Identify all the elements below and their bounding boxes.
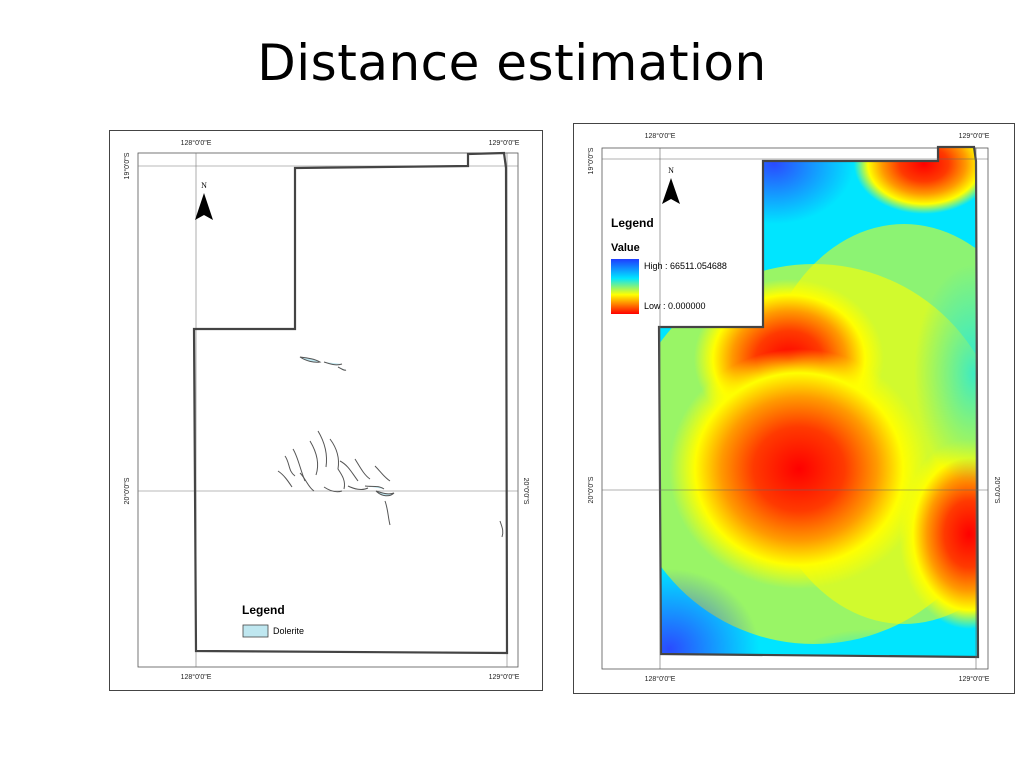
dolerite-lines	[277, 430, 504, 538]
lat-label-left-top: 19°0'0"S	[123, 152, 131, 179]
north-label: N	[201, 181, 207, 190]
slide-title: Distance estimation	[257, 34, 767, 92]
legend-swatch-dolerite	[242, 624, 269, 638]
lat-label-left-mid: 20°0'0"S	[587, 476, 595, 503]
north-arrow-icon	[662, 178, 680, 204]
study-area-boundary	[657, 145, 980, 659]
legend-title: Legend	[242, 603, 285, 617]
legend-high-label: High : 66511.054688	[644, 261, 727, 271]
dolerite-outcrops	[299, 356, 395, 526]
lon-label-bottom-right: 129°0'0"E	[959, 675, 990, 683]
lon-label-bottom-right: 129°0'0"E	[489, 673, 520, 681]
lat-label-right-mid: 20°0'0"S	[993, 477, 1001, 504]
north-label: N	[668, 166, 674, 175]
distance-map-canvas: N Legend Value High : 66511.054688 Low :…	[587, 132, 1001, 683]
lat-label-right-mid: 20°0'0"S	[522, 478, 530, 505]
legend-low-label: Low : 0.000000	[644, 301, 706, 311]
study-area-boundary	[192, 151, 509, 655]
lon-label-top-left: 128°0'0"E	[645, 132, 676, 140]
legend-value-label: Value	[611, 242, 640, 254]
legend-title: Legend	[611, 216, 654, 230]
lat-label-left-mid: 20°0'0"S	[123, 477, 131, 504]
dolerite-map-canvas: N 128°0'0"E 129°0'0"E 128°0'0"E 129°0'0"…	[123, 139, 530, 681]
map-neatline	[601, 147, 989, 670]
dolerite-map: N 128°0'0"E 129°0'0"E 128°0'0"E 129°0'0"…	[109, 130, 543, 691]
lon-label-top-right: 129°0'0"E	[959, 132, 990, 140]
distance-raster	[659, 147, 978, 657]
lon-label-bottom-left: 128°0'0"E	[645, 675, 676, 683]
legend-label-dolerite: Dolerite	[273, 626, 304, 636]
lon-label-top-right: 129°0'0"E	[489, 139, 520, 147]
lon-label-bottom-left: 128°0'0"E	[181, 673, 212, 681]
lat-label-left-top: 19°0'0"S	[587, 147, 595, 174]
map-neatline	[137, 152, 519, 668]
distance-map: N Legend Value High : 66511.054688 Low :…	[573, 123, 1015, 694]
lon-label-top-left: 128°0'0"E	[181, 139, 212, 147]
north-arrow-icon	[195, 193, 213, 220]
legend-color-ramp	[611, 259, 639, 314]
